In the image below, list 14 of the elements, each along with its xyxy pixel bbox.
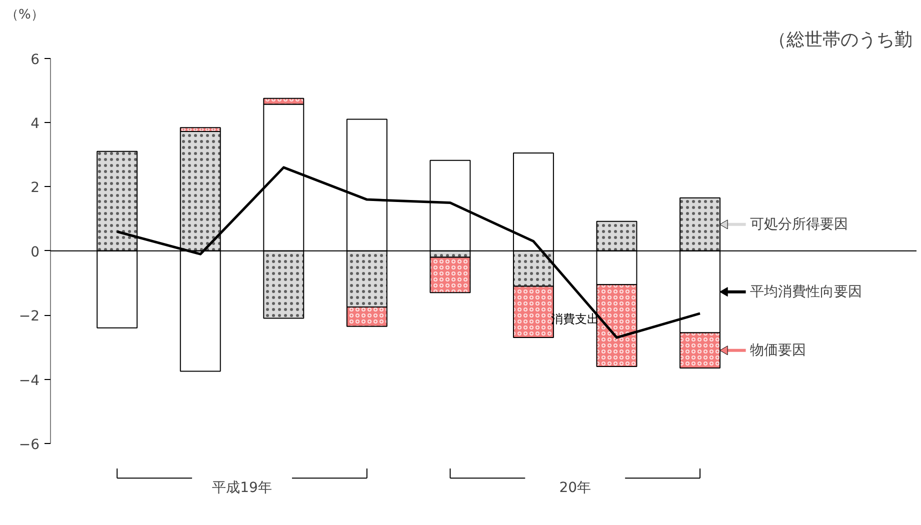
legend-label: 可処分所得要因 [750, 216, 848, 232]
y-tick-label: 2 [30, 180, 40, 196]
y-tick-label: −4 [18, 372, 40, 389]
text: 平成19年 [212, 480, 272, 496]
y-tick-label: 4 [30, 116, 40, 132]
y-tick-label: 0 [30, 244, 40, 260]
text: （総世帯のうち勤 [768, 30, 912, 50]
legend-label: 物価要因 [750, 342, 806, 358]
y-tick-label: −2 [18, 308, 40, 325]
y-axis-title: （%） [6, 8, 44, 22]
y-tick-label: −6 [18, 436, 40, 453]
y-tick-label: 6 [30, 52, 40, 68]
text: 20年 [559, 480, 592, 496]
legend-label: 平均消費性向要因 [750, 284, 862, 300]
